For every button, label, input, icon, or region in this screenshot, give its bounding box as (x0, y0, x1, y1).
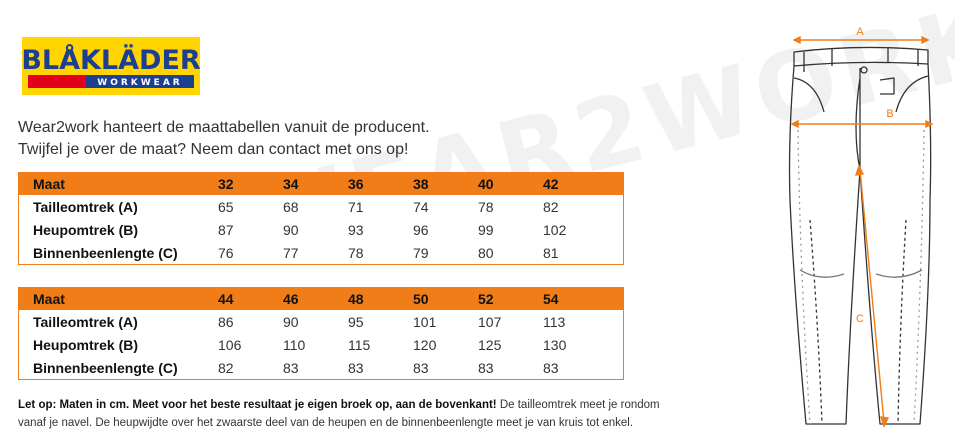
value-cell: 99 (478, 221, 494, 238)
size-cell: 46 (283, 291, 299, 307)
value-cell: 82 (218, 359, 234, 376)
value-cell: 78 (478, 198, 494, 215)
table-row: Binnenbeenlengte (C) 76 77 78 79 80 81 (19, 241, 623, 264)
table-row: Binnenbeenlengte (C) 82 83 83 83 83 83 (19, 356, 623, 379)
trousers-diagram: A B C (788, 26, 934, 428)
value-cell: 68 (283, 198, 299, 215)
blaklader-logo: BLÅKLÄDER WORKWEAR (22, 37, 200, 95)
logo-text: BLÅKLÄDER (22, 44, 200, 76)
size-cell: 36 (348, 176, 364, 192)
table-header-row: Maat 32 34 36 38 40 42 (19, 173, 623, 195)
value-cell: 83 (348, 359, 364, 376)
value-cell: 130 (543, 336, 567, 353)
table-row: Tailleomtrek (A) 86 90 95 101 107 113 (19, 310, 623, 333)
row-label: Binnenbeenlengte (C) (33, 359, 178, 376)
value-cell: 79 (413, 244, 429, 261)
value-cell: 78 (348, 244, 364, 261)
table-row: Tailleomtrek (A) 65 68 71 74 78 82 (19, 195, 623, 218)
row-label: Tailleomtrek (A) (33, 198, 138, 215)
label-c: C (856, 313, 864, 325)
value-cell: 77 (283, 244, 299, 261)
table-header-row: Maat 44 46 48 50 52 54 (19, 288, 623, 310)
value-cell: 83 (283, 359, 299, 376)
value-cell: 65 (218, 198, 234, 215)
value-cell: 115 (348, 336, 371, 353)
size-cell: 38 (413, 176, 429, 192)
value-cell: 81 (543, 244, 559, 261)
trousers-outline (788, 46, 932, 425)
table-row: Heupomtrek (B) 87 90 93 96 99 102 (19, 218, 623, 241)
value-cell: 101 (413, 313, 437, 330)
value-cell: 87 (218, 221, 234, 238)
value-cell: 102 (543, 221, 567, 238)
size-cell: 42 (543, 176, 559, 192)
value-cell: 93 (348, 221, 364, 238)
measurement-arrows (790, 35, 934, 428)
intro-text: Wear2work hanteert de maattabellen vanui… (18, 117, 430, 161)
value-cell: 125 (478, 336, 502, 353)
row-label: Heupomtrek (B) (33, 336, 139, 353)
value-cell: 95 (348, 313, 364, 330)
size-cell: 54 (543, 291, 559, 307)
value-cell: 110 (283, 336, 306, 353)
label-a: A (856, 26, 864, 38)
value-cell: 107 (478, 313, 502, 330)
header-label: Maat (33, 176, 65, 192)
value-cell: 76 (218, 244, 234, 261)
note-rest: De tailleomtrek meet je rondom (496, 399, 660, 411)
value-cell: 82 (543, 198, 559, 215)
value-cell: 86 (218, 313, 234, 330)
header-label: Maat (33, 291, 65, 307)
table-row: Heupomtrek (B) 106 110 115 120 125 130 (19, 333, 623, 356)
value-cell: 80 (478, 244, 494, 261)
size-cell: 34 (283, 176, 299, 192)
note-line-1: Let op: Maten in cm. Meet voor het beste… (18, 396, 778, 414)
value-cell: 83 (543, 359, 559, 376)
logo-tagline: WORKWEAR (97, 78, 182, 88)
value-cell: 90 (283, 313, 299, 330)
row-label: Tailleomtrek (A) (33, 313, 138, 330)
intro-line-1: Wear2work hanteert de maattabellen vanui… (18, 119, 430, 136)
value-cell: 113 (543, 313, 566, 330)
value-cell: 106 (218, 336, 242, 353)
size-cell: 44 (218, 291, 234, 307)
size-cell: 48 (348, 291, 364, 307)
value-cell: 90 (283, 221, 299, 238)
size-cell: 52 (478, 291, 494, 307)
size-table-1: Maat 32 34 36 38 40 42 Tailleomtrek (A) … (18, 172, 624, 265)
value-cell: 83 (413, 359, 429, 376)
value-cell: 83 (478, 359, 494, 376)
size-table-2: Maat 44 46 48 50 52 54 Tailleomtrek (A) … (18, 287, 624, 380)
measurement-note: Let op: Maten in cm. Meet voor het beste… (18, 396, 778, 432)
value-cell: 96 (413, 221, 429, 238)
intro-line-2: Twijfel je over de maat? Neem dan contac… (18, 141, 409, 158)
value-cell: 120 (413, 336, 437, 353)
value-cell: 71 (348, 198, 364, 215)
value-cell: 74 (413, 198, 429, 215)
size-cell: 32 (218, 176, 234, 192)
size-cell: 50 (413, 291, 429, 307)
note-bold: Let op: Maten in cm. Meet voor het beste… (18, 399, 497, 411)
size-cell: 40 (478, 176, 494, 192)
label-b: B (886, 108, 893, 120)
row-label: Binnenbeenlengte (C) (33, 244, 178, 261)
note-line-2: vanaf je navel. De heupwijdte over het z… (18, 417, 634, 429)
row-label: Heupomtrek (B) (33, 221, 139, 238)
